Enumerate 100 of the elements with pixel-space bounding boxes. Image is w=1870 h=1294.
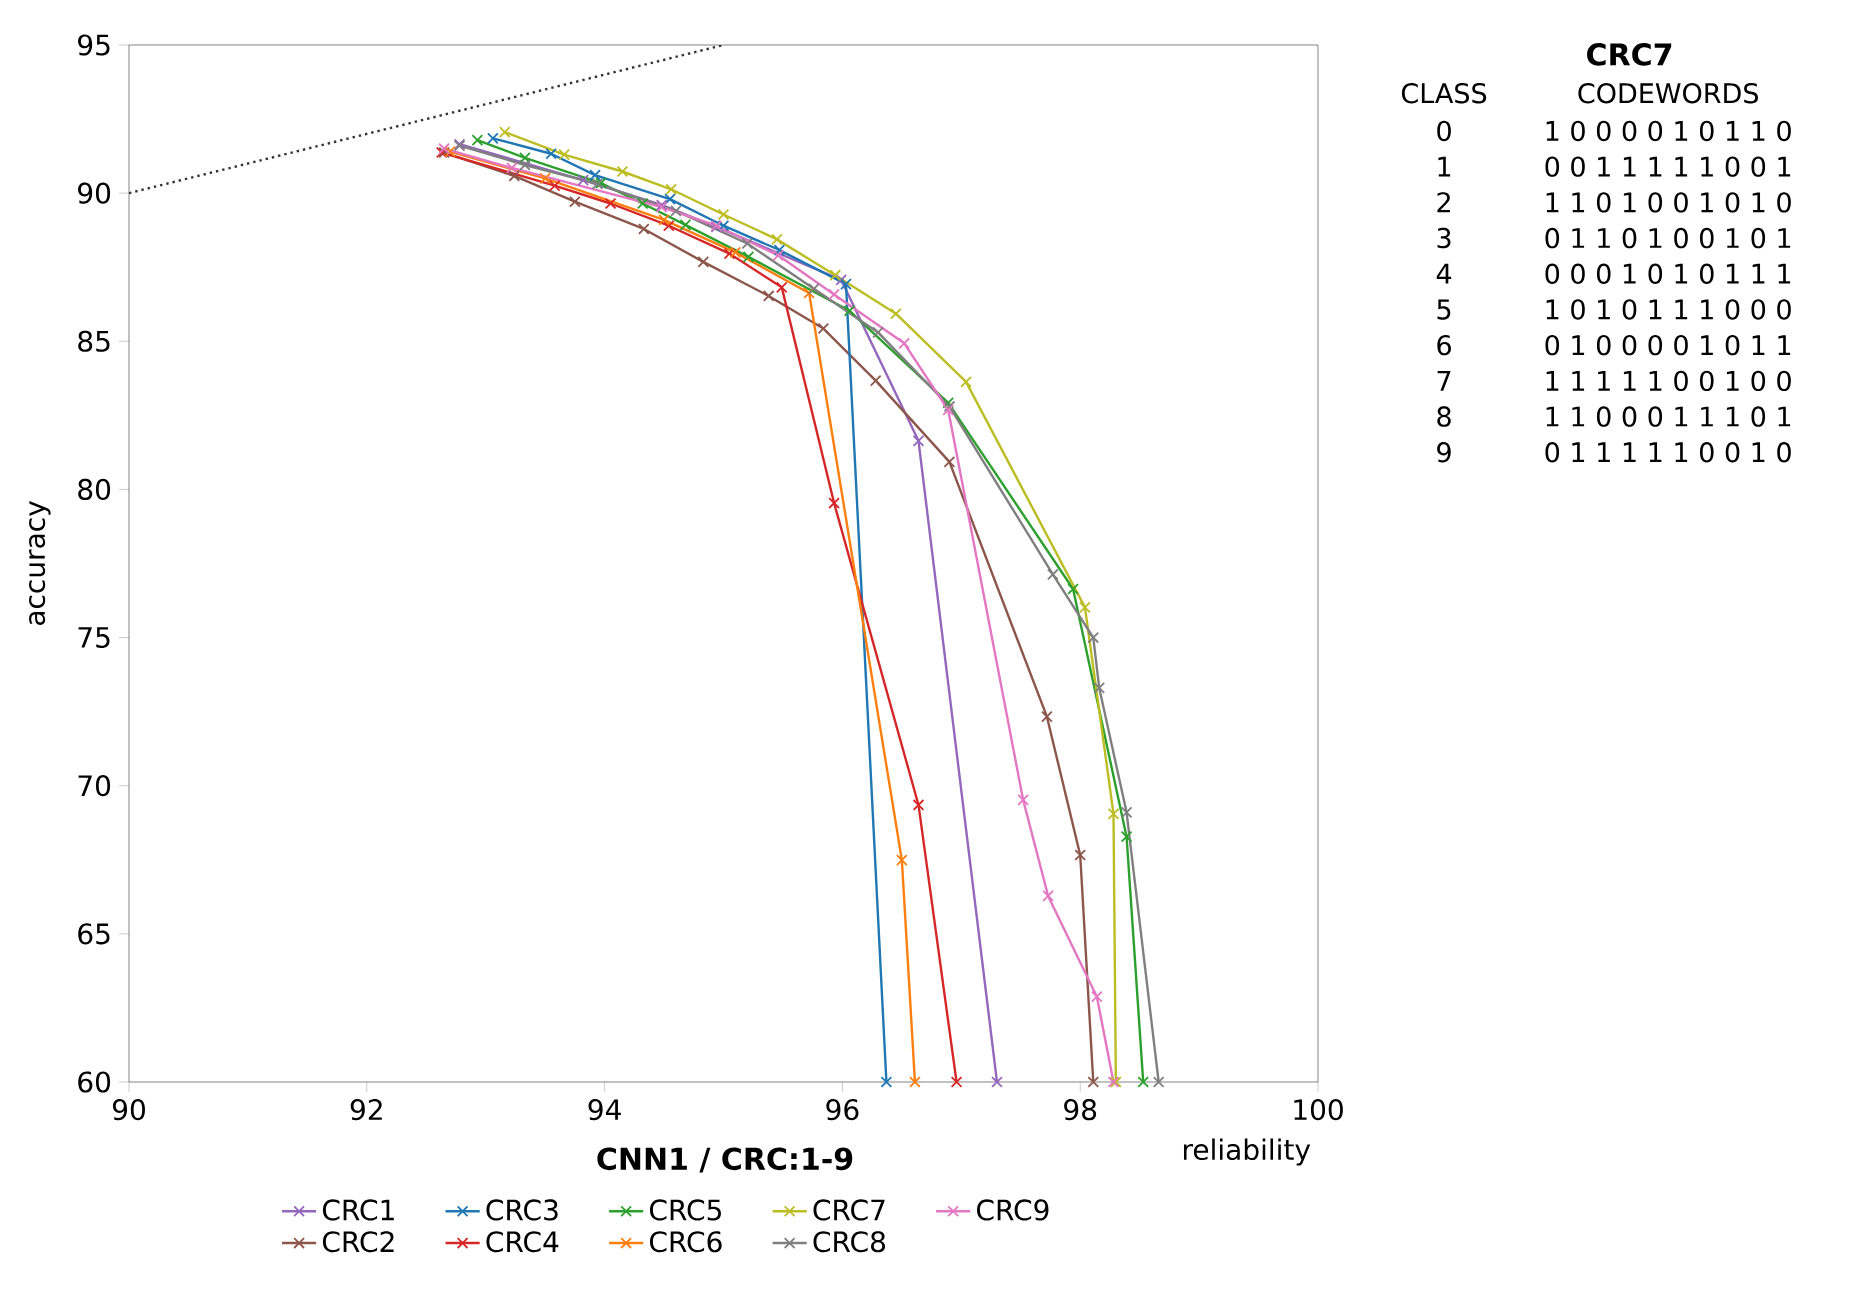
point xyxy=(679,218,692,231)
point xyxy=(1017,794,1029,806)
point xyxy=(942,404,955,416)
text: CNN1 / CRC:1-9 xyxy=(597,1147,853,1173)
point xyxy=(762,290,775,302)
text: 0 0 1 1 1 1 1 0 0 1 xyxy=(1545,156,1791,177)
text: 6 xyxy=(1437,334,1451,356)
point xyxy=(808,282,820,295)
point xyxy=(1074,849,1087,861)
legend-label: CRC1 xyxy=(322,1199,394,1221)
point xyxy=(880,1076,893,1088)
text: 1 0 0 0 0 1 0 1 1 0 xyxy=(1546,120,1791,142)
point xyxy=(771,233,783,246)
x-tick-label: 92 xyxy=(350,1099,382,1121)
y-tick-label: 75 xyxy=(78,627,110,648)
point xyxy=(591,178,604,190)
legend-label: CRC9 xyxy=(977,1199,1049,1221)
point xyxy=(548,179,561,192)
legend-label: CRC5 xyxy=(649,1199,721,1221)
point xyxy=(1120,830,1133,843)
y-tick-label: 60 xyxy=(78,1071,111,1093)
legend-label: CRC4 xyxy=(486,1231,559,1253)
text: 1 1 1 1 1 0 0 1 0 0 xyxy=(1546,370,1791,392)
point xyxy=(840,278,852,290)
point xyxy=(912,799,925,811)
point xyxy=(1041,710,1053,723)
point xyxy=(909,1076,921,1088)
point xyxy=(717,219,730,232)
point xyxy=(604,197,617,210)
point xyxy=(890,307,902,320)
text: 2 xyxy=(1437,192,1450,213)
point xyxy=(658,213,670,226)
point xyxy=(1120,806,1133,819)
legend-label: CRC6 xyxy=(649,1231,722,1253)
point xyxy=(729,246,742,259)
point xyxy=(803,287,815,299)
text: CRC7 xyxy=(1587,43,1672,66)
y-tick-label: 95 xyxy=(78,34,110,56)
point xyxy=(545,147,557,160)
point xyxy=(697,256,710,268)
point xyxy=(616,165,629,178)
point xyxy=(896,854,908,866)
text: 0 0 0 1 0 1 0 1 1 1 xyxy=(1545,263,1791,284)
x-tick-label: 96 xyxy=(826,1099,859,1121)
point xyxy=(775,281,788,294)
point xyxy=(817,322,830,335)
x-tick-label: 100 xyxy=(1294,1099,1343,1121)
text: 1 xyxy=(1438,156,1451,177)
text: 0 xyxy=(1437,120,1451,142)
point xyxy=(636,197,649,210)
point xyxy=(506,162,518,174)
text: CLASS xyxy=(1401,83,1487,104)
point xyxy=(773,244,786,256)
point xyxy=(912,434,925,447)
point xyxy=(991,1076,1003,1088)
y-tick-label: 70 xyxy=(78,775,111,797)
text: 0 1 1 1 1 1 0 0 1 0 xyxy=(1545,442,1791,463)
point xyxy=(723,247,736,260)
point xyxy=(486,132,499,145)
point xyxy=(670,205,682,217)
text: 3 xyxy=(1437,227,1451,249)
point xyxy=(519,152,531,164)
point xyxy=(1042,890,1054,902)
legend-label: CRC2 xyxy=(322,1231,394,1253)
point xyxy=(471,134,484,146)
point xyxy=(558,148,571,161)
point xyxy=(869,374,882,387)
point xyxy=(828,497,840,509)
point xyxy=(444,145,456,158)
point xyxy=(595,177,607,189)
x-tick-label: 94 xyxy=(588,1099,621,1121)
point xyxy=(539,172,551,185)
legend-label: CRC7 xyxy=(813,1199,885,1221)
x-tick-label: 98 xyxy=(1064,1099,1097,1121)
point xyxy=(498,126,511,138)
text: 5 xyxy=(1437,299,1451,320)
point xyxy=(637,223,650,235)
y-tick-label: 90 xyxy=(78,182,111,204)
point xyxy=(1137,1076,1150,1088)
point xyxy=(1047,568,1059,581)
point xyxy=(508,170,521,182)
point xyxy=(898,337,911,350)
point xyxy=(741,237,754,250)
point xyxy=(943,456,956,468)
point xyxy=(1152,1076,1165,1088)
point xyxy=(1087,631,1100,644)
point xyxy=(577,174,590,186)
point xyxy=(1107,808,1120,820)
point xyxy=(1067,583,1079,595)
point xyxy=(843,304,856,317)
x-tick-label: 90 xyxy=(112,1099,145,1121)
point xyxy=(589,169,601,181)
y-axis-title: accuracy xyxy=(29,501,51,625)
point xyxy=(569,195,581,208)
text: 8 xyxy=(1437,406,1451,427)
point xyxy=(1091,990,1103,1003)
point xyxy=(438,142,450,155)
point xyxy=(1079,601,1091,614)
point xyxy=(772,249,785,262)
point xyxy=(662,219,675,232)
